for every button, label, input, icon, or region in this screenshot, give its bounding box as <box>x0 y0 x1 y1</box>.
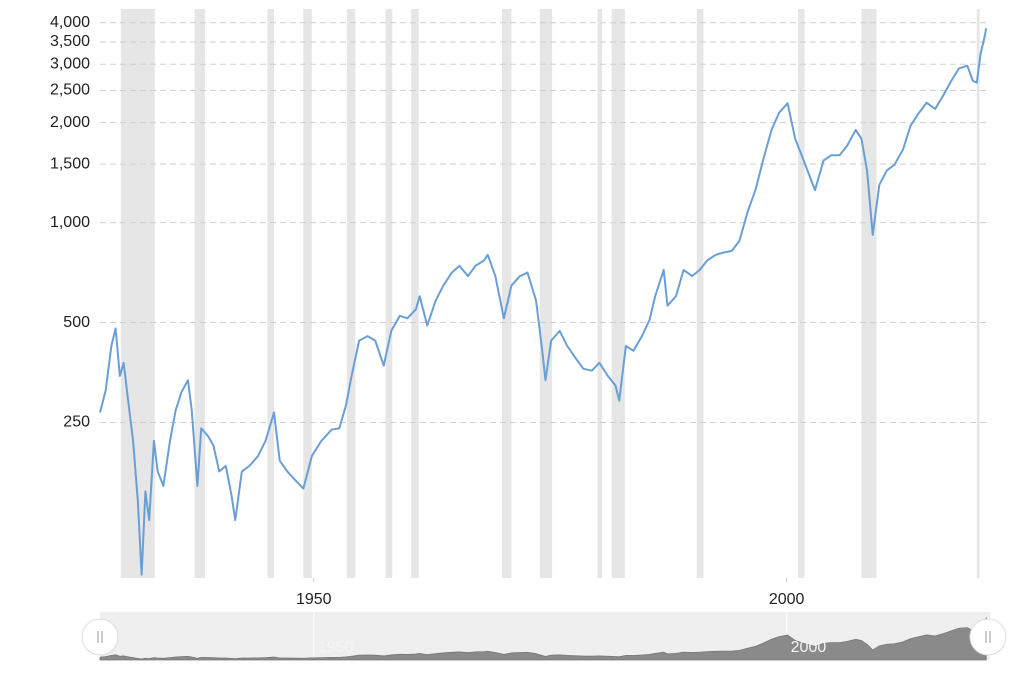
navigator-label: 2000 <box>791 639 827 656</box>
shaded-range <box>539 9 553 578</box>
y-tick-label: 3,500 <box>50 33 90 50</box>
navigator-handle-left[interactable] <box>81 618 119 656</box>
y-tick-label: 250 <box>63 414 90 431</box>
shaded-range <box>411 9 419 578</box>
shaded-range <box>385 9 393 578</box>
shaded-range <box>597 9 603 578</box>
y-tick-label: 2,500 <box>50 82 90 99</box>
shaded-range <box>861 9 877 578</box>
shaded-range <box>696 9 704 578</box>
navigator: 1950 2000 <box>99 612 987 661</box>
y-tick-label: 1,000 <box>50 214 90 231</box>
x-tick-label: 1950 <box>296 591 332 608</box>
shaded-range <box>346 9 356 578</box>
shaded-range <box>611 9 625 578</box>
y-tick-label: 3,000 <box>50 55 90 72</box>
navigator-handle-right[interactable] <box>969 618 1007 656</box>
shaded-range <box>501 9 512 578</box>
y-tick-label: 500 <box>63 314 90 331</box>
navigator-label: 1950 <box>318 639 354 656</box>
x-tick-label: 2000 <box>769 591 805 608</box>
shaded-range <box>976 9 980 578</box>
line-series <box>99 28 988 576</box>
shaded-range <box>798 9 805 578</box>
shaded-range <box>120 9 155 578</box>
shaded-range <box>267 9 275 578</box>
y-tick-label: 1,500 <box>50 155 90 172</box>
y-tick-label: 4,000 <box>50 14 90 31</box>
handle[interactable] <box>969 618 1007 656</box>
navigator-area <box>99 616 987 661</box>
shaded-range <box>303 9 312 578</box>
plot-area: 250 500 1,000 1,500 2,000 2,500 3,000 3,500 4,00… <box>50 9 990 608</box>
y-tick-label: 2,000 <box>50 114 90 131</box>
shaded-range <box>194 9 205 578</box>
handle[interactable] <box>81 618 119 656</box>
